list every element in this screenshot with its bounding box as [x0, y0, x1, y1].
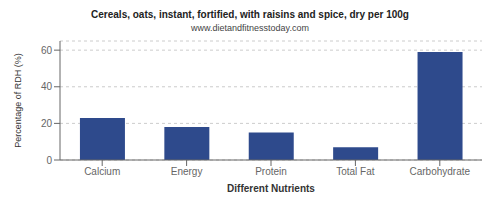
svg-text:40: 40 [41, 81, 53, 92]
svg-text:Percentage of RDH (%): Percentage of RDH (%) [13, 53, 23, 148]
svg-text:Energy: Energy [171, 166, 203, 177]
svg-text:0: 0 [46, 155, 52, 166]
html-text:www.dietandfitnesstoday.com: www.dietandfitnesstoday.com [191, 23, 309, 33]
svg-text:60: 60 [41, 45, 53, 56]
svg-text:Carbohydrate: Carbohydrate [410, 166, 471, 177]
svg-text:Calcium: Calcium [84, 166, 120, 177]
svg-text:20: 20 [41, 118, 53, 129]
svg-text:Protein: Protein [255, 166, 287, 177]
svg-text:Total Fat: Total Fat [336, 166, 375, 177]
html-text:Cereals, oats, instant, fortif: Cereals, oats, instant, fortified, with … [91, 9, 409, 20]
svg-text:Different Nutrients: Different Nutrients [227, 183, 315, 192]
